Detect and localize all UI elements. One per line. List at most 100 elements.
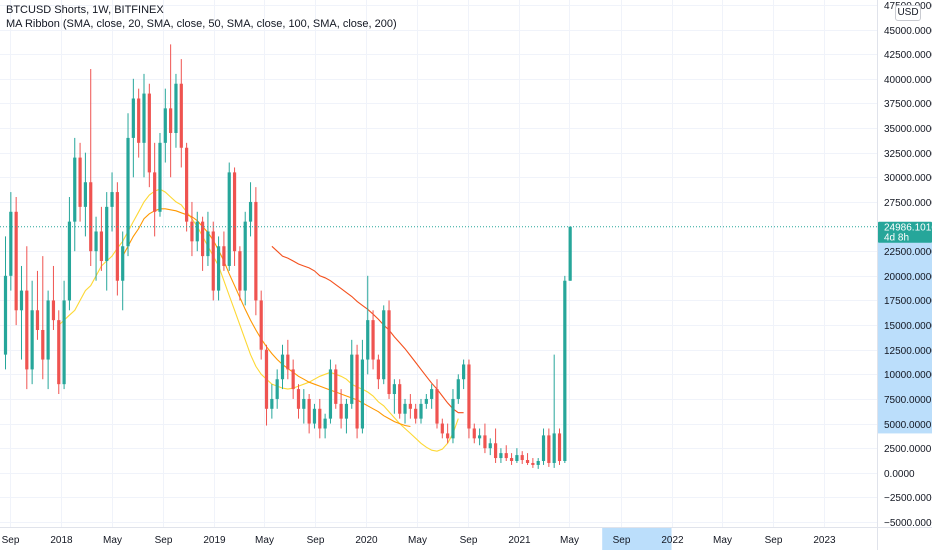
candle — [456, 374, 460, 404]
candle-body — [451, 398, 455, 439]
candle — [153, 142, 157, 237]
candle-body — [323, 418, 327, 429]
candle-body — [504, 453, 508, 459]
candle — [483, 423, 487, 454]
candle-body — [238, 251, 242, 291]
price-tick-label: 37500.0000 — [884, 99, 932, 110]
price-axis[interactable]: 47500.000045000.000042500.000040000.0000… — [884, 1, 932, 529]
time-axis[interactable]: Sep 2018 May Sep 2019 May Sep 2020 May Sep 2021 May… — [2, 535, 836, 546]
candle-body — [382, 310, 386, 380]
candle — [195, 211, 199, 252]
candle — [552, 354, 556, 468]
candle — [557, 428, 562, 465]
candle — [451, 389, 455, 444]
candle-body — [472, 428, 476, 439]
candle-body — [185, 147, 189, 222]
candle-body — [568, 226, 572, 281]
candle-body — [419, 403, 423, 419]
candle — [46, 290, 50, 390]
price-range-highlight — [878, 226, 932, 434]
candle-body — [264, 349, 269, 409]
candle — [563, 275, 567, 463]
candle — [179, 59, 183, 168]
candle-body — [142, 93, 146, 143]
candle — [25, 246, 29, 390]
price-tick-label: 15000.0000 — [884, 321, 932, 332]
grid-lines — [0, 0, 877, 527]
candle-body — [446, 433, 450, 439]
time-tick-label: 2022 — [661, 535, 684, 546]
candle — [424, 394, 428, 409]
candle-body — [520, 455, 524, 461]
candle — [360, 339, 365, 434]
time-tick-label: Sep — [460, 535, 478, 546]
candle — [403, 398, 407, 424]
candle-body — [270, 398, 274, 409]
candle-body — [147, 93, 151, 173]
candle-body — [105, 206, 109, 262]
candle-body — [424, 398, 428, 404]
price-tick-label: 45000.0000 — [884, 26, 932, 37]
candle-body — [19, 290, 24, 311]
candle-body — [174, 83, 178, 133]
candle — [57, 310, 61, 395]
candle-body — [360, 359, 365, 429]
candle — [94, 216, 98, 281]
candle-body — [243, 221, 247, 291]
candle — [222, 231, 226, 271]
currency-button[interactable]: USD — [895, 5, 921, 21]
time-tick-label: 2021 — [508, 535, 531, 546]
candle — [206, 211, 210, 266]
candle — [408, 394, 412, 419]
candle — [414, 403, 418, 424]
candle-body — [3, 275, 8, 355]
time-tick-label: May — [103, 535, 122, 546]
price-tick-label: 2500.0000 — [884, 444, 932, 455]
candle-body — [110, 192, 114, 207]
candle — [185, 142, 189, 232]
candle — [286, 339, 290, 380]
price-tick-label: 7500.0000 — [884, 395, 932, 406]
candle — [254, 187, 258, 316]
candle-body — [30, 310, 34, 370]
candle-body — [62, 300, 66, 385]
candlesticks — [3, 44, 572, 469]
price-tick-label: 5000.0000 — [884, 420, 932, 431]
candle-body — [408, 403, 412, 409]
candle-body — [57, 320, 61, 385]
candle-body — [307, 398, 311, 424]
candle-body — [222, 246, 226, 266]
candle-body — [541, 435, 546, 462]
candle-body — [211, 231, 215, 291]
symbol-title[interactable]: BTCUSD Shorts, 1W, BITFINEX — [6, 4, 164, 16]
candle-body — [67, 221, 72, 301]
candle — [190, 201, 194, 257]
candle-body — [78, 157, 82, 207]
candle-body — [41, 329, 45, 360]
candle-body — [153, 172, 157, 212]
candle — [259, 290, 263, 360]
candle — [200, 216, 205, 271]
candle — [14, 197, 18, 326]
candle-body — [488, 443, 492, 449]
candle-body — [99, 231, 103, 262]
candle — [9, 192, 13, 291]
candle — [147, 83, 151, 188]
candle — [174, 73, 178, 148]
candle — [568, 226, 572, 281]
time-range-highlight — [602, 528, 672, 550]
candle — [163, 88, 167, 163]
candle-body — [430, 389, 434, 399]
candle — [121, 231, 125, 311]
candle — [291, 359, 295, 399]
time-tick-label: 2023 — [813, 535, 836, 546]
indicator-legend[interactable]: MA Ribbon (SMA, close, 20, SMA, close, 5… — [6, 18, 397, 30]
time-tick-label: 2020 — [355, 535, 378, 546]
time-tick-label: May — [560, 535, 579, 546]
candle — [520, 451, 524, 464]
time-tick-label: May — [408, 535, 427, 546]
candle — [216, 236, 221, 301]
price-tick-label: 35000.0000 — [884, 124, 932, 135]
candle — [478, 428, 482, 446]
